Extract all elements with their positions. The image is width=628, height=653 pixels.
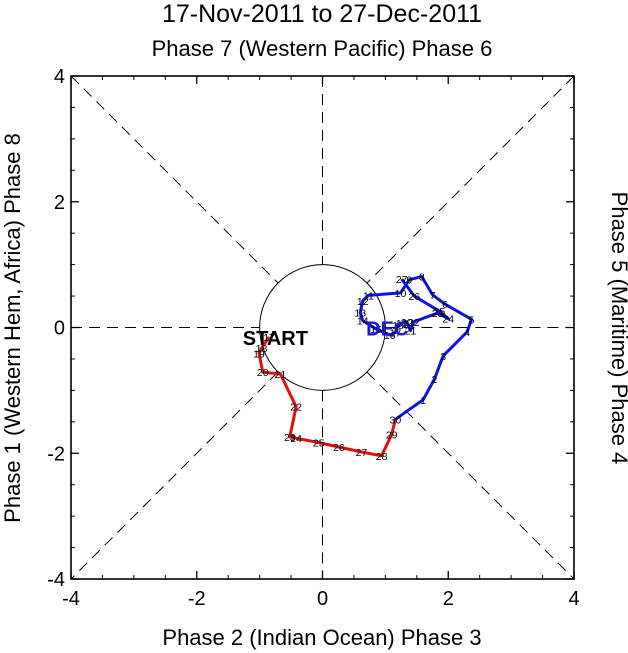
day-label: 1 (420, 395, 426, 407)
day-label: 25 (434, 306, 446, 318)
day-label: 24 (442, 314, 454, 326)
day-label: 23 (432, 308, 444, 320)
day-label: 13 (354, 307, 366, 319)
day-label: 26 (408, 291, 420, 303)
phase-divider-line (70, 75, 279, 284)
day-label: 17 (263, 332, 275, 344)
x-axis-label: Phase 2 (Indian Ocean) Phase 3 (162, 625, 481, 650)
day-label: 22 (408, 317, 420, 329)
day-label: 18 (392, 320, 404, 332)
day-label: 7 (430, 290, 436, 302)
day-label: 4 (464, 327, 470, 339)
day-label: 3 (440, 351, 446, 363)
day-label: 14 (357, 316, 369, 328)
day-label: 15 (370, 324, 382, 336)
day-label: 23 (284, 432, 296, 444)
x-tick-label: -2 (188, 588, 206, 610)
day-label: 19 (253, 348, 265, 360)
x-tick-label: 0 (317, 588, 328, 610)
annotation-start: START (243, 328, 308, 350)
day-label: 30 (390, 414, 402, 426)
day-label: 16 (384, 330, 396, 342)
day-label: 19 (396, 318, 408, 330)
x-tick-label: 4 (568, 588, 579, 610)
y-tick-label: -2 (47, 443, 65, 465)
day-label: 10 (395, 288, 407, 300)
phase-divider-line (70, 371, 279, 580)
day-label: 11 (363, 290, 374, 302)
y-tick-label: -4 (47, 569, 65, 591)
x-tick-label: 2 (443, 588, 454, 610)
day-label: 27 (356, 447, 368, 459)
day-label: 21 (275, 369, 287, 381)
y-tick-label: 0 (54, 318, 65, 340)
day-label: 9 (406, 275, 412, 287)
day-label: 27 (396, 274, 408, 286)
day-label: 8 (419, 272, 425, 284)
right-axis-label: Phase 5 (Maritime) Phase 4 (607, 192, 628, 465)
day-label: 5 (469, 314, 475, 326)
left-axis-label: Phase 1 (Western Hem, Africa) Phase 8 (0, 133, 25, 523)
day-label: 2 (431, 374, 437, 386)
day-label: 17 (390, 328, 402, 340)
day-label: 18 (256, 343, 268, 355)
day-label: 20 (401, 317, 413, 329)
y-tick-label: 2 (54, 192, 65, 214)
day-label: 24 (290, 433, 302, 445)
series-line-november (257, 336, 397, 458)
y-tick-label: 4 (54, 66, 65, 88)
x-tick-label: -4 (62, 588, 80, 610)
day-label: 6 (442, 299, 448, 311)
chart-title: 17-Nov-2011 to 27-Dec-2011 (162, 0, 482, 28)
day-label: 21 (405, 326, 417, 338)
series-line-december (358, 275, 473, 421)
day-label: 22 (290, 402, 302, 414)
phase-divider-line (366, 75, 575, 284)
day-label: 26 (333, 442, 345, 454)
day-label: 28 (376, 451, 388, 463)
top-axis-label: Phase 7 (Western Pacific) Phase 6 (152, 36, 493, 61)
day-label: 20 (257, 367, 269, 379)
phase-divider-line (366, 371, 575, 580)
day-label: 12 (357, 296, 369, 308)
annotation-dec: DEC (366, 319, 408, 341)
day-label: 25 (313, 438, 325, 450)
amplitude-unit-circle (259, 264, 386, 391)
day-label: 29 (386, 429, 398, 441)
